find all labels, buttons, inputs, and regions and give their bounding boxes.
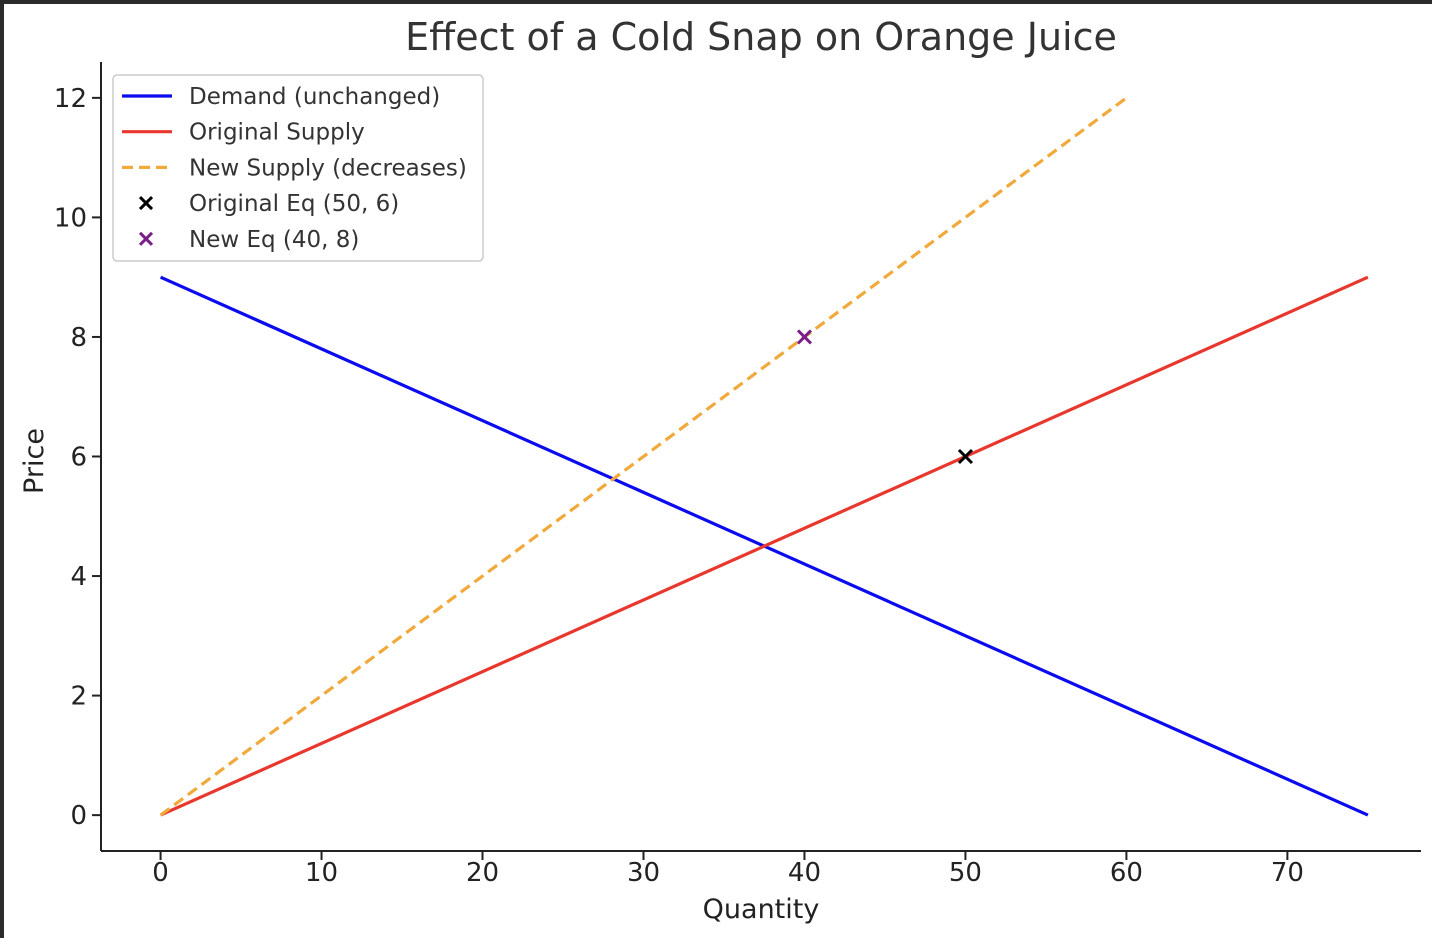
legend-label: Original Eq (50, 6) xyxy=(189,191,399,217)
eq-point-1 xyxy=(957,448,973,465)
x-tick-label: 40 xyxy=(788,858,821,888)
y-tick-label: 6 xyxy=(70,443,87,473)
series-line-2 xyxy=(159,275,1369,817)
y-tick-label: 4 xyxy=(70,562,87,592)
legend-label: New Eq (40, 8) xyxy=(189,227,359,253)
ticks: 0 10 20 30 40 50 60 70 0 2 4 6 8 10 12 xyxy=(54,84,1304,888)
legend-swatch-marker xyxy=(138,196,154,211)
legend-entry-4: Original Eq (50, 6) xyxy=(138,191,399,217)
y-tick-label: 10 xyxy=(54,203,87,233)
legend-swatch-marker xyxy=(138,231,154,246)
eq-point-2 xyxy=(796,329,813,345)
y-tick-label: 2 xyxy=(70,682,87,712)
x-tick-label: 10 xyxy=(305,858,338,888)
x-tick-label: 70 xyxy=(1271,858,1304,888)
x-axis-label: Quantity xyxy=(703,894,820,925)
x-tick-label: 60 xyxy=(1110,858,1143,888)
y-axis-label: Price xyxy=(19,428,50,494)
legend-entry-5: New Eq (40, 8) xyxy=(138,227,359,253)
series-line-3 xyxy=(159,96,1128,817)
legend-entry-2: Original Supply xyxy=(122,120,365,146)
legend-label: Original Supply xyxy=(189,120,365,146)
x-tick-label: 50 xyxy=(949,858,982,888)
y-tick-label: 12 xyxy=(54,84,87,114)
y-tick-label: 8 xyxy=(70,323,87,353)
x-tick-label: 0 xyxy=(152,858,169,888)
x-tick-label: 30 xyxy=(627,858,660,888)
legend-label: Demand (unchanged) xyxy=(189,84,440,110)
chart-title: Effect of a Cold Snap on Orange Juice xyxy=(405,15,1117,59)
x-tick-label: 20 xyxy=(466,858,499,888)
legend: Demand (unchanged) Original Supply New Sup… xyxy=(112,74,484,262)
legend-entry-1: Demand (unchanged) xyxy=(122,84,440,110)
y-tick-label: 0 xyxy=(70,801,87,831)
legend-entry-3: New Supply (decreases) xyxy=(122,155,467,181)
legend-label: New Supply (decreases) xyxy=(189,155,467,181)
plot-area xyxy=(159,96,1369,817)
legend-box xyxy=(112,74,484,262)
